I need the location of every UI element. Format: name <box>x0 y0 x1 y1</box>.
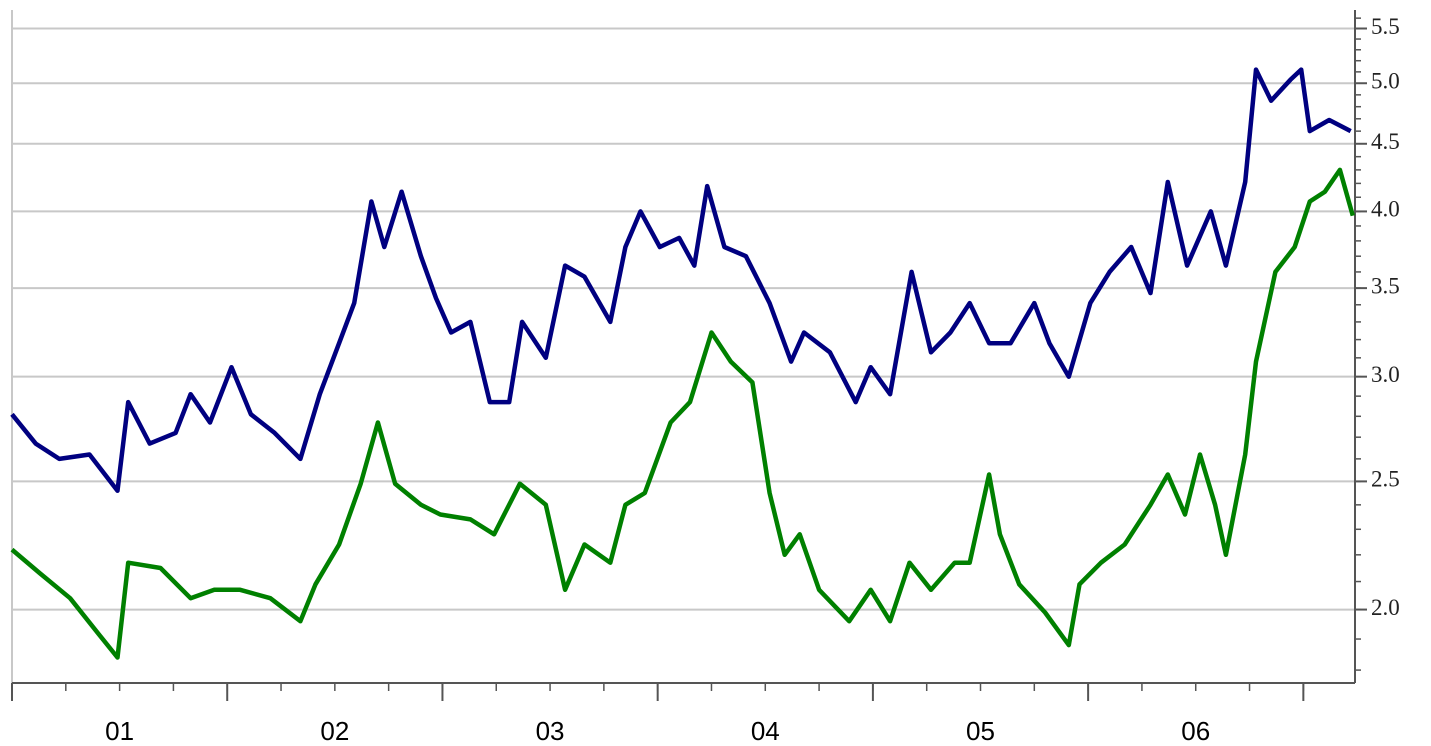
y-tick-label: 5.5 <box>1371 14 1400 39</box>
y-tick-label: 2.5 <box>1371 467 1400 492</box>
y-tick-label: 4.5 <box>1371 129 1400 154</box>
y-tick-label: 2.0 <box>1371 595 1400 620</box>
x-tick-label: 04 <box>751 716 780 746</box>
y-tick-label: 5.0 <box>1371 69 1400 94</box>
y-tick-label: 4.0 <box>1371 197 1400 222</box>
series-line <box>10 67 1352 493</box>
x-tick-label: 06 <box>1181 716 1210 746</box>
x-tick-label: 03 <box>536 716 565 746</box>
x-tick-label: 01 <box>105 716 134 746</box>
x-tick-label: 02 <box>320 716 349 746</box>
y-tick-label: 3.0 <box>1371 362 1400 387</box>
series-line <box>10 167 1355 660</box>
y-tick-label: 3.5 <box>1371 273 1400 298</box>
x-tick-label: 05 <box>966 716 995 746</box>
